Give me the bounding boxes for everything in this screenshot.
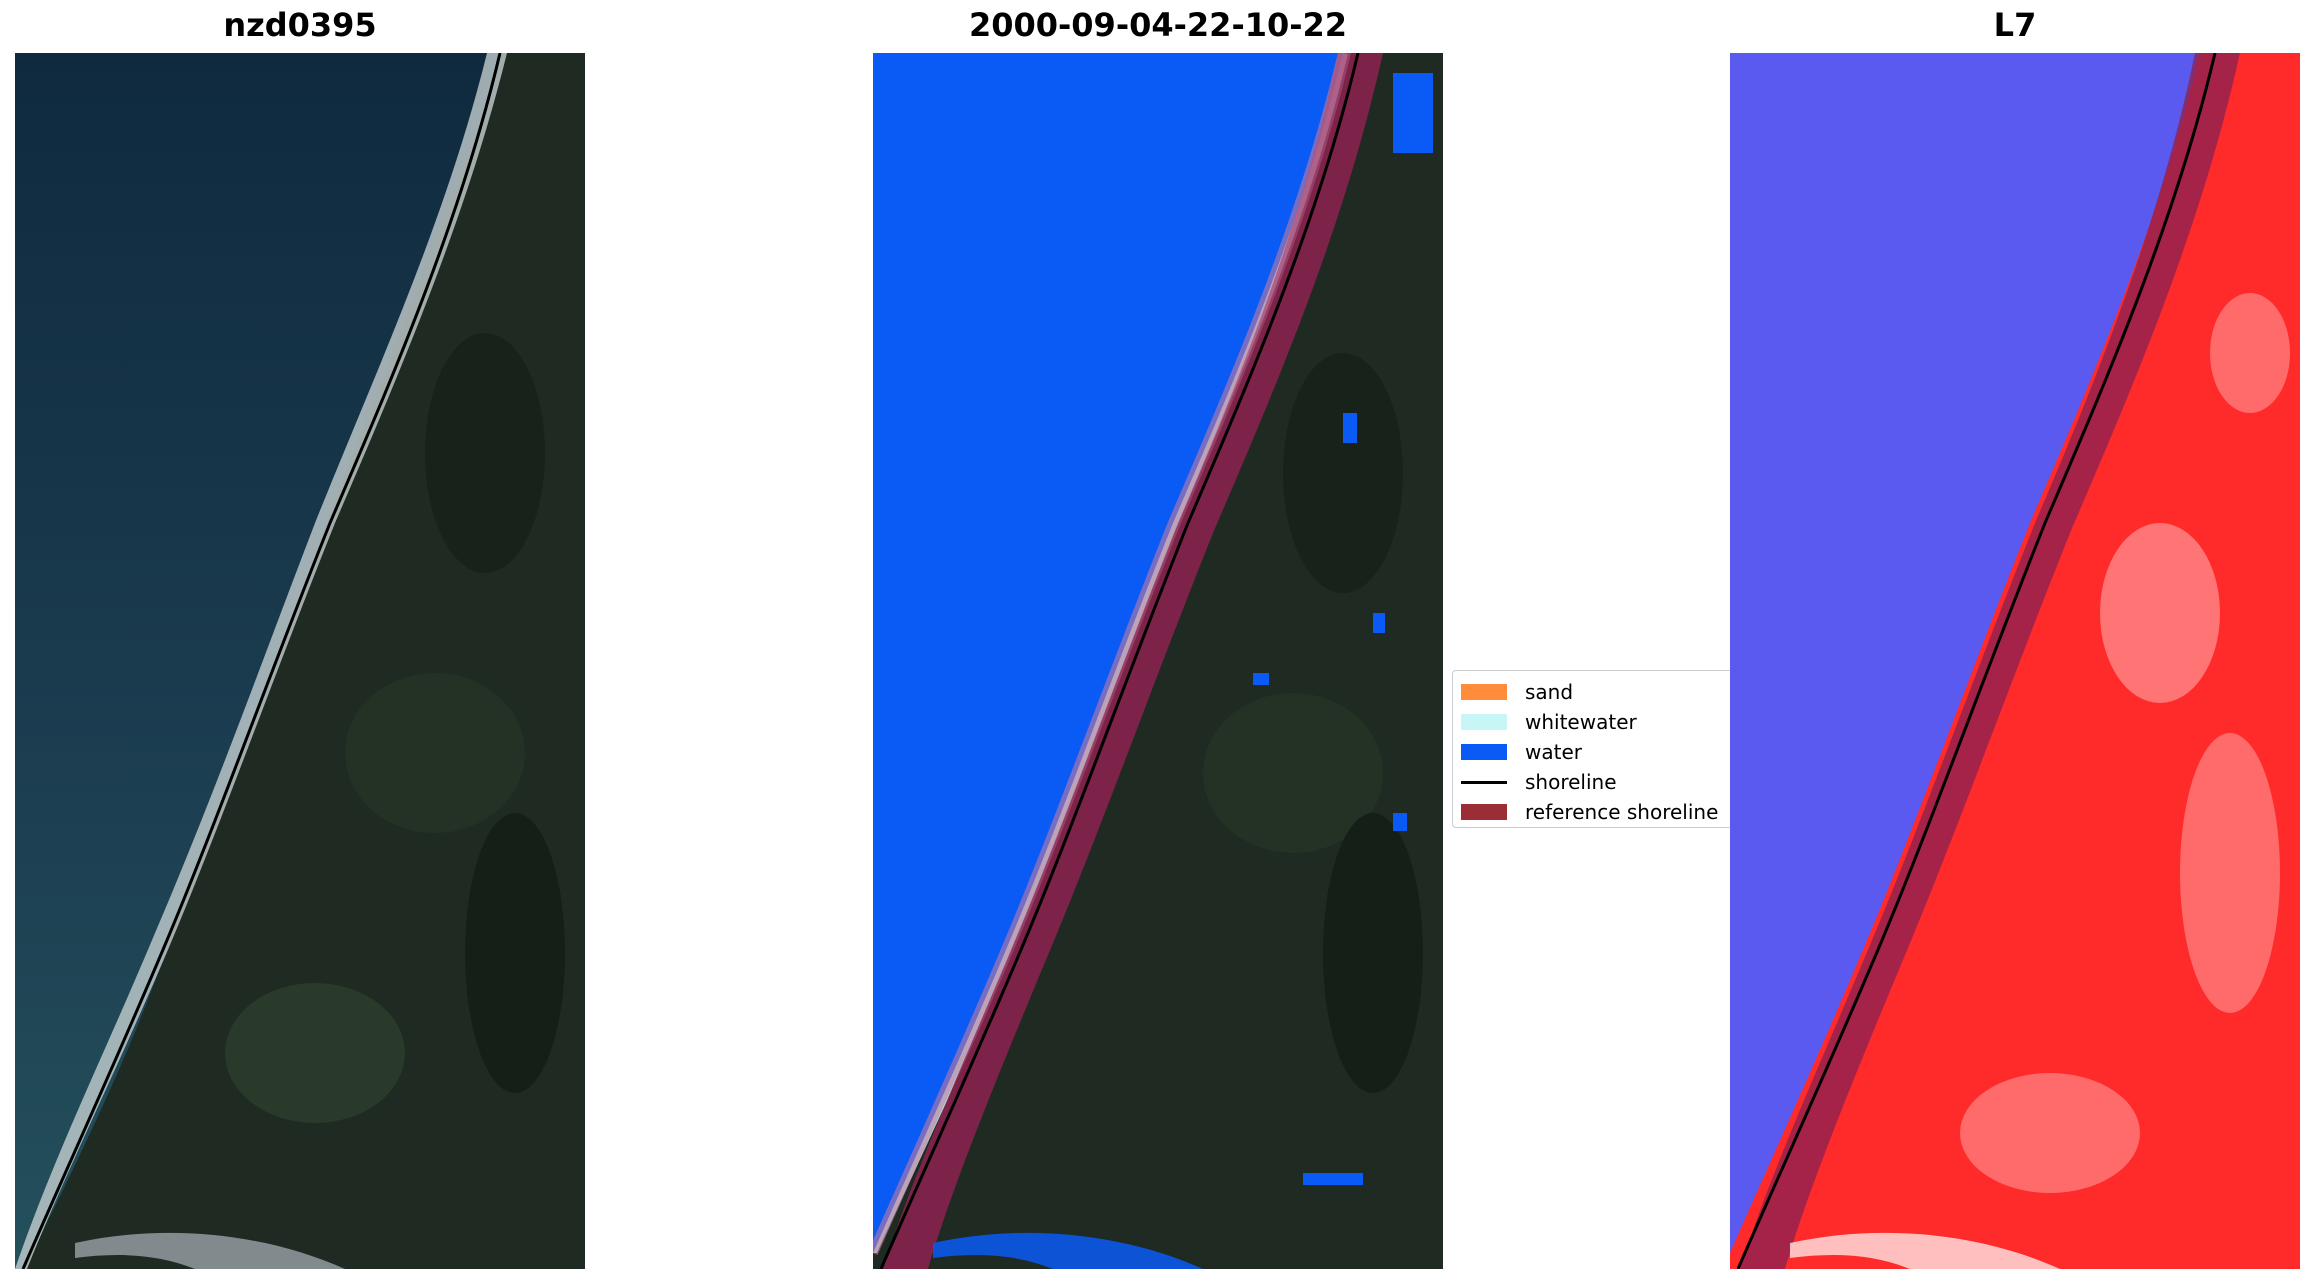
legend-swatch-whitewater [1461, 714, 1507, 730]
legend-label: shoreline [1525, 770, 1617, 794]
index-image-panel [1730, 53, 2300, 1269]
classification-panel [873, 53, 1443, 1269]
water-class [873, 53, 1343, 1253]
legend: sand whitewater water shoreline referenc… [1452, 670, 1742, 828]
panel-title-date: 2000-09-04-22-10-22 [968, 6, 1348, 44]
legend-line-shoreline [1461, 780, 1507, 784]
shoreline [21, 53, 502, 1269]
index-water [1730, 53, 2200, 1253]
legend-label: sand [1525, 680, 1574, 704]
legend-swatch-reference-shoreline [1461, 804, 1507, 820]
shoreline-detected [879, 53, 1360, 1269]
legend-item-sand: sand [1461, 677, 1573, 707]
legend-item-reference-shoreline: reference shoreline [1461, 797, 1718, 827]
shoreline-index [1736, 53, 2217, 1269]
legend-item-shoreline: shoreline [1461, 767, 1617, 797]
rgb-image-panel [15, 53, 585, 1269]
panel-title-satellite: L7 [1993, 6, 2037, 44]
river [75, 1232, 345, 1269]
legend-label: water [1525, 740, 1582, 764]
panel-title-rgb: nzd0395 [223, 6, 377, 44]
surf-band [15, 53, 507, 1269]
legend-swatch-water [1461, 744, 1507, 760]
land-area [25, 53, 585, 1269]
legend-label: whitewater [1525, 710, 1637, 734]
legend-swatch-sand [1461, 684, 1507, 700]
legend-label: reference shoreline [1525, 800, 1719, 824]
legend-item-water: water [1461, 737, 1582, 767]
legend-item-whitewater: whitewater [1461, 707, 1637, 737]
